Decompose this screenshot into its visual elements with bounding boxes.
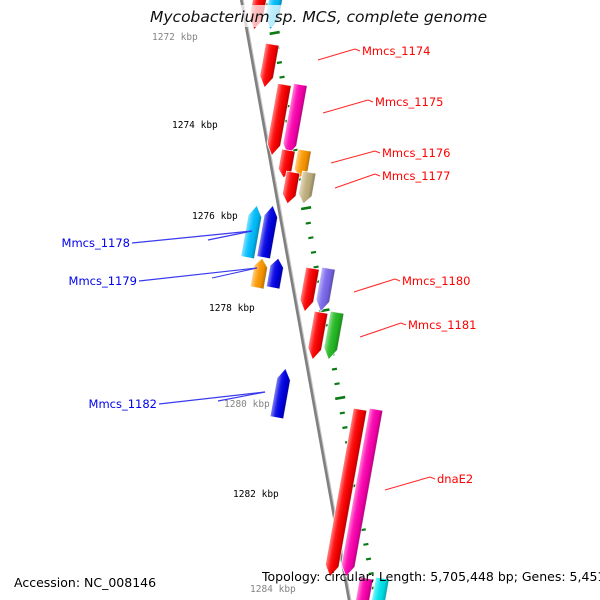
ruler-tick-label: 1284 kbp [250,584,296,595]
gene-feature[interactable] [240,204,280,260]
leader-stub [138,267,258,282]
gene-feature[interactable] [265,82,308,157]
ruler-tick-label: 1280 kbp [224,399,270,410]
leader-stub [367,99,374,103]
leader-stub [354,48,361,52]
leader-stub [400,322,407,326]
gene-labels-layer[interactable]: Mmcs_1174 Mmcs_1175 Mmcs_1176 Mmcs_1177 Mmcs… [62,44,477,486]
gene-feature[interactable] [249,257,285,290]
leader-stub [158,391,266,405]
status-bar: Accession: NC_008146 Topology: circular;… [14,569,600,590]
leader-line [353,278,396,293]
leader-stub [394,278,401,282]
leader-line [384,476,431,491]
gene-label[interactable]: Mmcs_1181 [408,318,476,332]
ruler-tick-label: 1272 kbp [152,32,198,43]
gene-feature[interactable] [353,576,390,600]
accession-label: Accession: NC_008146 [14,575,156,590]
leader-stub [429,476,436,480]
gene-feature[interactable] [281,170,317,205]
title-backdrop [140,5,458,27]
leader-line [207,230,253,241]
ruler-tick-label: 1276 kbp [192,211,238,222]
gene-label[interactable]: Mmcs_1182 [89,397,157,411]
genome-backbone [239,0,352,600]
ruler-tick-labels: 1272 kbp 1274 kbp 1276 kbp 1278 kbp 1280 kbp… [152,32,296,595]
gene-label[interactable]: Mmcs_1180 [402,274,470,288]
leader-line [317,48,356,61]
ruler-tick-label: 1278 kbp [209,303,255,314]
leader-line [334,173,376,189]
gene-label[interactable]: dnaE2 [437,472,473,486]
leader-line [211,267,258,279]
gene-label[interactable]: Mmcs_1177 [382,169,450,183]
gene-label[interactable]: Mmcs_1175 [375,95,443,109]
gene-feature[interactable] [323,407,384,578]
ruler-tick-label: 1282 kbp [233,489,279,500]
gene-feature[interactable] [306,310,345,361]
gene-features-layer[interactable] [240,0,390,600]
leader-stub [374,173,381,177]
gene-label[interactable]: Mmcs_1176 [382,146,450,160]
gene-feature[interactable] [298,266,336,313]
ruler-tick-label: 1274 kbp [172,120,218,131]
gene-feature[interactable] [277,148,312,179]
leader-stub [374,150,381,154]
leader-line [359,322,402,338]
page-title: Mycobacterium sp. MCS, complete genome [150,8,487,26]
genome-summary-label: Topology: circular; Length: 5,705,448 bp… [261,569,600,584]
gene-feature[interactable] [269,367,292,420]
title-banner: Mycobacterium sp. MCS, complete genome [140,5,487,27]
leader-line [322,99,369,114]
gene-label[interactable]: Mmcs_1179 [69,274,137,288]
leader-line [217,391,266,402]
leader-stub [131,230,253,244]
leader-line [330,150,376,164]
gene-label[interactable]: Mmcs_1178 [62,236,130,250]
gene-label[interactable]: Mmcs_1174 [362,44,430,58]
gene-feature[interactable] [258,42,280,89]
label-leader-lines [131,48,436,491]
